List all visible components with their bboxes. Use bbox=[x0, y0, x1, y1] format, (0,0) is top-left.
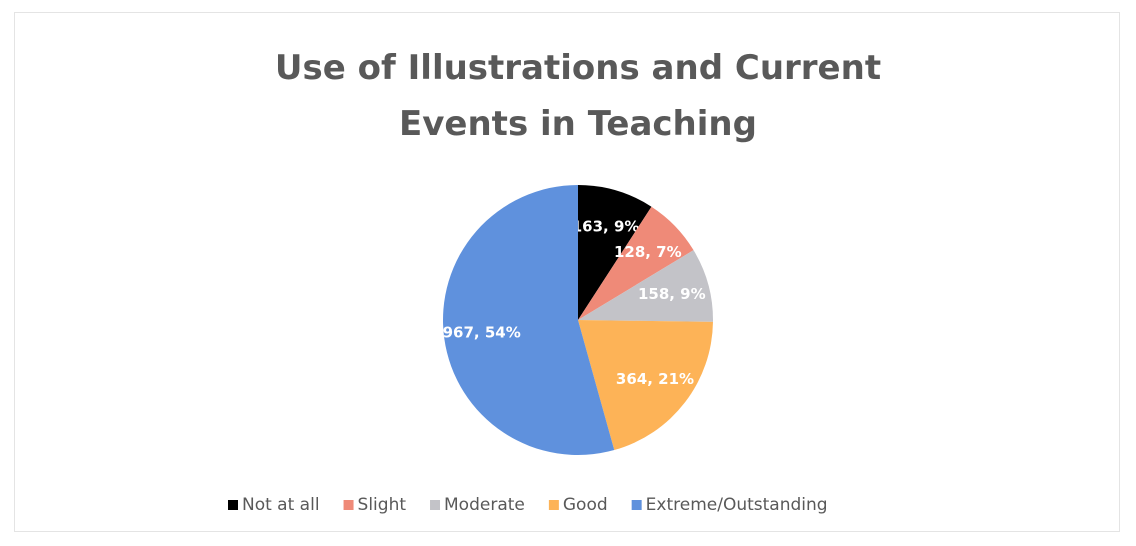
data-label: 967, 54% bbox=[443, 324, 521, 342]
legend-swatch bbox=[343, 500, 354, 510]
data-label: 158, 9% bbox=[638, 285, 706, 303]
pie-slice bbox=[578, 206, 694, 320]
pie-slice bbox=[442, 185, 615, 455]
legend-label: Extreme/Outstanding bbox=[646, 495, 828, 515]
pie-slice bbox=[578, 320, 713, 451]
data-label: 364, 21% bbox=[616, 370, 694, 388]
chart-title: Use of Illustrations and Current Events … bbox=[274, 48, 882, 144]
legend-label: Good bbox=[563, 495, 608, 515]
pie-slice bbox=[578, 185, 652, 320]
pie-slice bbox=[578, 250, 713, 322]
legend-label: Moderate bbox=[444, 495, 525, 515]
data-label: 128, 7% bbox=[614, 243, 682, 261]
legend-label: Slight bbox=[358, 495, 407, 515]
legend-swatch bbox=[631, 500, 642, 510]
chart-frame bbox=[14, 12, 1120, 532]
legend-swatch bbox=[548, 500, 559, 510]
data-label: 163, 9% bbox=[572, 217, 640, 235]
legend-label: Not at all bbox=[242, 495, 320, 515]
legend-swatch bbox=[228, 500, 238, 510]
legend-swatch bbox=[430, 500, 441, 510]
